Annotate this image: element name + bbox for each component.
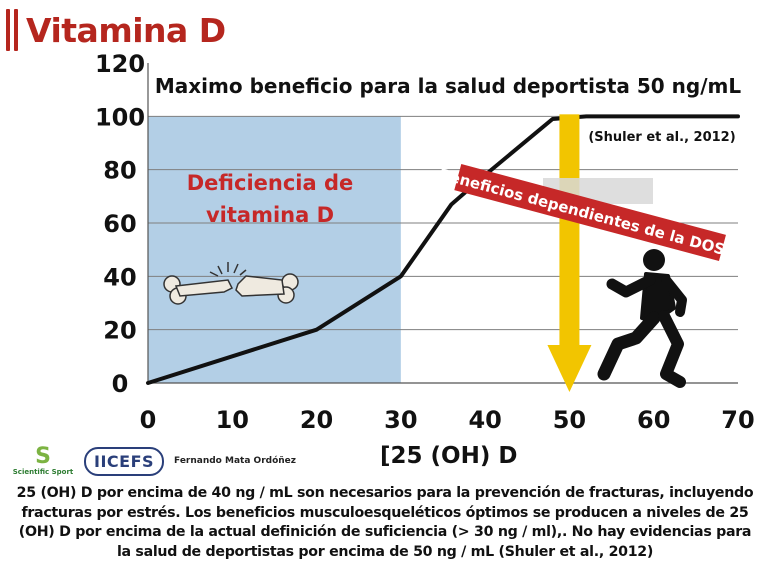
y-tick-label: 60 <box>103 210 136 238</box>
y-tick-label: 120 <box>95 50 145 78</box>
x-tick-label: 30 <box>384 406 417 434</box>
x-tick-label: 20 <box>300 406 333 434</box>
scientific-sport-text: Scientific Sport <box>12 468 74 476</box>
deficiency-region <box>148 116 401 383</box>
deficiency-label-line2: vitamina D <box>206 203 334 227</box>
y-tick-label: 20 <box>103 317 136 345</box>
chart-title: Maximo beneficio para la salud deportist… <box>155 74 741 98</box>
title-bar: Vitamina D <box>6 6 226 54</box>
x-tick-label: 60 <box>637 406 670 434</box>
y-tick-label: 100 <box>95 103 145 131</box>
x-tick-label: 10 <box>216 406 249 434</box>
iicefs-logo: IICEFS <box>84 446 165 476</box>
scientific-sport-mark: S <box>35 444 51 469</box>
x-tick-label: 50 <box>553 406 586 434</box>
runner-icon <box>597 249 687 388</box>
x-tick-label: 70 <box>721 406 754 434</box>
scientific-sport-logo: S Scientific Sport <box>12 444 74 477</box>
dose-banner-bg <box>454 164 726 262</box>
x-tick-label: 40 <box>468 406 501 434</box>
author-name: Fernando Mata Ordóñez <box>174 456 297 466</box>
slide-title: Vitamina D <box>26 10 226 50</box>
broken-bone-icon <box>163 262 299 305</box>
y-tick-label: 0 <box>112 370 129 398</box>
optimal-arrow-head <box>547 345 592 392</box>
deficiency-label-line1: Deficiencia de <box>187 171 353 195</box>
title-stripes-icon <box>6 9 18 51</box>
citation-text: (Shuler et al., 2012) <box>588 130 735 145</box>
dose-banner: Beneficios dependientes de la DOSIS <box>437 164 743 263</box>
x-axis-label: [25 (OH) D <box>380 443 518 469</box>
x-tick-label: 0 <box>140 406 157 434</box>
slide-caption: 25 (OH) D por encima de 40 ng / mL son n… <box>16 485 754 560</box>
footer-logos: S Scientific Sport IICEFS Fernando Mata … <box>12 440 297 482</box>
y-tick-label: 40 <box>103 263 136 291</box>
y-tick-label: 80 <box>103 157 136 185</box>
optimal-arrow-shaft <box>559 114 580 363</box>
